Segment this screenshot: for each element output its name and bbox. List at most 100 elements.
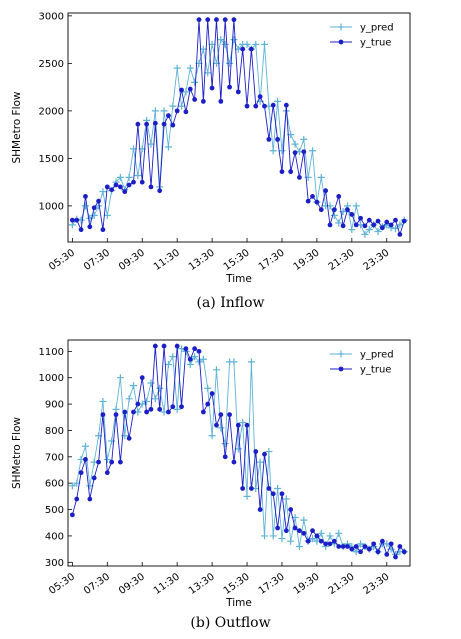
inflow-y-true-point <box>297 174 302 180</box>
inflow-y-pred-point <box>269 147 277 155</box>
outflow-ytick-label: 400 <box>45 531 64 542</box>
inflow-y-pred-point <box>186 64 194 72</box>
inflow-y-pred-point <box>147 140 155 148</box>
outflow-y-true-point <box>327 541 333 547</box>
inflow-y-true-point <box>104 184 110 190</box>
outflow-y-pred-point <box>295 542 303 550</box>
inflow-y-pred-point <box>348 226 356 234</box>
inflow-y-true-point <box>244 103 250 109</box>
inflow-y-pred-point <box>230 36 238 44</box>
outflow-y-true-point <box>87 496 93 502</box>
inflow-y-true-point <box>288 169 294 175</box>
outflow-y-true-point <box>249 486 254 491</box>
outflow-y-true-point <box>358 549 363 555</box>
outflow-y-true-point <box>148 406 154 412</box>
inflow-xtick-label: 23:30 <box>362 247 392 273</box>
inflow-xtick-label: 15:30 <box>222 247 252 273</box>
outflow-y-true-point <box>69 512 75 518</box>
outflow-ytick-label: 600 <box>45 479 64 490</box>
outflow-y-pred-point <box>81 442 89 450</box>
outflow-y-pred-point <box>143 397 151 405</box>
outflow-y-true-point <box>380 538 385 544</box>
inflow-y-pred-point <box>243 40 251 48</box>
inflow-y-pred-line <box>72 38 405 236</box>
inflow-y-pred-point <box>81 202 89 210</box>
outflow-y-true-point <box>152 343 158 349</box>
outflow-y-true-point <box>139 375 145 381</box>
inflow-y-pred-point <box>226 59 234 67</box>
outflow-y-true-point <box>183 346 189 352</box>
outflow-y-pred-point <box>151 395 159 403</box>
outflow-y-true-point <box>218 412 224 418</box>
outflow-y-pred-point <box>234 445 242 453</box>
outflow-ytick-label: 1100 <box>39 347 64 358</box>
inflow-y-true-point <box>78 227 84 233</box>
inflow-y-true-point <box>340 223 346 229</box>
inflow-y-pred-point <box>68 221 76 229</box>
outflow-y-pred-point <box>147 379 155 387</box>
inflow-y-pred-point <box>160 107 168 115</box>
inflow-xtick-label: 17:30 <box>257 247 287 273</box>
outflow-xtick-label: 17:30 <box>257 571 287 597</box>
outflow-y-true-point <box>257 507 263 512</box>
outflow-y-true-point <box>305 538 311 544</box>
outflow-xtick-label: 09:30 <box>117 571 147 597</box>
inflow-y-true-point <box>301 149 307 155</box>
outflow-y-pred-point <box>261 532 269 540</box>
inflow-y-true-point <box>131 179 136 185</box>
inflow-ytick-label: 2500 <box>39 59 64 70</box>
inflow-y-true-point <box>166 113 171 119</box>
inflow-y-true-point <box>279 169 285 175</box>
inflow-y-pred-point <box>300 135 308 143</box>
inflow-y-true-point <box>74 217 80 223</box>
inflow-y-true-point <box>235 89 241 95</box>
inflow-y-true-point <box>257 94 263 100</box>
outflow-y-pred-point <box>169 353 177 361</box>
outflow-y-pred-point <box>230 358 238 366</box>
inflow-y-pred-point <box>261 40 269 48</box>
outflow-y-true-point <box>283 528 289 534</box>
outflow-y-axis-label: SHMetro Flow <box>11 417 23 489</box>
outflow-y-true-point <box>384 551 390 557</box>
inflow-y-pred-point <box>335 219 343 227</box>
outflow-y-pred-point <box>247 358 255 366</box>
outflow-y-pred-point <box>68 482 76 490</box>
inflow-y-pred-point <box>173 64 181 72</box>
outflow-y-true-point <box>113 412 119 418</box>
outflow-y-pred-point <box>269 532 277 540</box>
inflow-y-pred-point <box>204 69 212 77</box>
inflow-xtick-label: 09:30 <box>117 247 147 273</box>
inflow-ytick-label: 2000 <box>39 106 64 117</box>
inflow-y-pred-point <box>208 40 216 48</box>
outflow-y-true-point <box>393 554 398 560</box>
inflow-y-true-point <box>183 109 189 115</box>
outflow-legend-marker-dot <box>338 366 344 372</box>
inflow-y-pred-point <box>116 173 124 181</box>
inflow-y-pred-point <box>199 45 207 53</box>
inflow-y-pred-point <box>103 211 111 219</box>
outflow-y-true-point <box>397 544 403 549</box>
outflow-xtick-label: 05:30 <box>47 571 77 597</box>
outflow-y-true-point <box>244 422 250 428</box>
outflow-y-true-point <box>96 459 101 465</box>
outflow-y-true-point <box>362 544 368 549</box>
inflow-y-true-point <box>353 222 359 228</box>
inflow-y-pred-point <box>134 171 142 179</box>
inflow-y-true-point <box>100 227 106 233</box>
inflow-y-true-point <box>305 198 311 204</box>
inflow-caption: (a) Inflow <box>196 295 264 311</box>
outflow-y-true-point <box>170 404 176 410</box>
inflow-y-pred-point <box>252 40 260 48</box>
inflow-xtick-label: 11:30 <box>152 247 182 273</box>
outflow-ytick-label: 900 <box>45 400 64 411</box>
outflow-y-pred-point <box>156 384 164 392</box>
inflow-y-true-point <box>327 222 333 228</box>
inflow-y-true-point <box>222 17 228 23</box>
outflow-y-true-point <box>231 459 237 465</box>
outflow-xtick-label: 21:30 <box>327 571 357 597</box>
outflow-y-true-point <box>266 486 272 491</box>
outflow-y-true-point <box>174 343 180 349</box>
outflow-y-true-point <box>253 449 259 454</box>
outflow-y-pred-point <box>212 366 220 374</box>
inflow-y-true-point <box>179 87 184 93</box>
